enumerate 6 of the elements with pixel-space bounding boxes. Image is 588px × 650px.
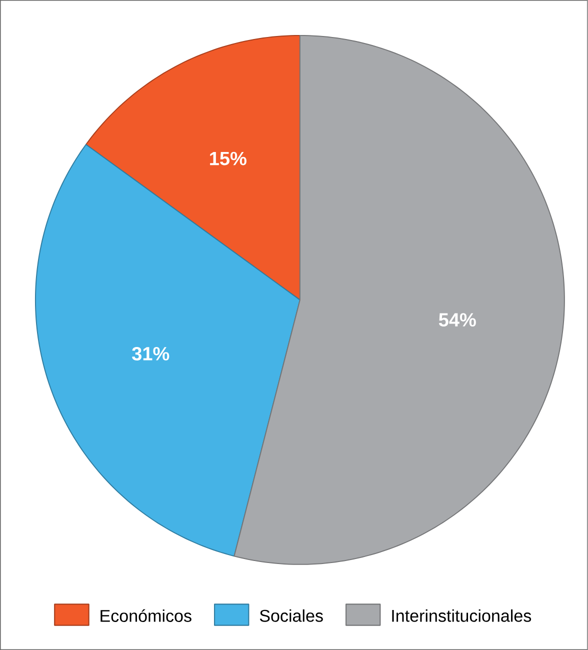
legend-label: Sociales [260,609,323,622]
data-label: 15% [210,152,247,166]
legend-label: Económicos [100,609,192,622]
data-label: 31% [132,346,170,360]
legend-label: Interinstitucionales [392,609,532,622]
data-label: 54% [438,313,476,327]
